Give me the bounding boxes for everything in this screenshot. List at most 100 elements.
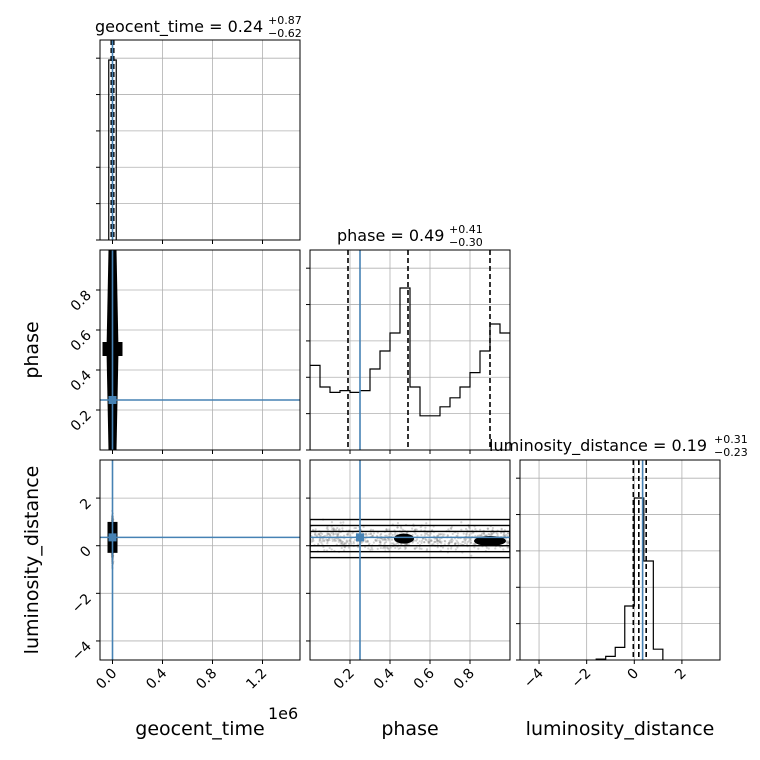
scatter-point: [415, 528, 418, 531]
scatter-point: [386, 546, 389, 549]
scatter-point: [378, 541, 381, 544]
scatter-point: [332, 533, 335, 536]
scatter-point: [334, 528, 338, 531]
panel-frame: [519, 459, 721, 661]
y-tick-label: 0.2: [68, 408, 95, 435]
scatter-point: [365, 532, 368, 536]
scatter-point: [413, 547, 416, 550]
panel-frame: [99, 459, 301, 661]
scatter-point: [332, 527, 335, 531]
panel-frame: [309, 459, 511, 661]
scatter-point: [423, 541, 426, 544]
scatter-point: [469, 541, 472, 544]
scatter-point: [407, 542, 411, 546]
scatter-point: [332, 531, 335, 534]
scatter-point: [450, 541, 454, 544]
scatter-point: [384, 534, 387, 537]
scatter-point: [449, 527, 452, 530]
title-phase-plus: +0.41: [449, 223, 483, 236]
scatter-point: [406, 532, 409, 535]
y-tick-label: −4: [69, 638, 95, 664]
panel-phase-vs-phase: [306, 249, 511, 454]
scatter-point: [347, 533, 350, 536]
x-tick-label: 0.8: [451, 666, 478, 693]
scatter-point: [363, 533, 367, 536]
scatter-point: [390, 542, 393, 545]
scatter-point: [443, 533, 446, 536]
scatter-point: [411, 533, 414, 537]
scatter-point: [356, 546, 360, 549]
scatter-point: [505, 541, 509, 544]
scatter-point: [312, 539, 315, 542]
ylabel-phase: phase: [21, 321, 43, 378]
scatter-point: [363, 545, 367, 549]
scatter-point: [342, 521, 345, 524]
scatter-point: [477, 547, 480, 550]
scatter-point: [470, 532, 473, 535]
scatter-point: [396, 526, 399, 529]
scatter-point: [450, 527, 453, 530]
scatter-point: [349, 534, 352, 537]
scatter-point: [490, 532, 493, 535]
scatter-point: [438, 541, 441, 544]
scatter-point: [447, 542, 451, 546]
scatter-point: [469, 541, 473, 544]
scatter-point: [425, 548, 429, 551]
scatter-point: [500, 527, 503, 530]
scatter-point: [474, 528, 477, 531]
scatter-point: [349, 539, 352, 543]
scatter-point: [454, 542, 457, 545]
scatter-point: [325, 538, 328, 541]
scatter-point: [318, 540, 321, 543]
scatter-point: [446, 547, 450, 550]
scatter-point: [328, 546, 331, 550]
scatter-point: [397, 547, 400, 550]
panel-phase-vs-luminosity_distance: 0.2 0.4 0.6 0.8: [306, 459, 511, 693]
scatter-point: [416, 542, 419, 545]
x-tick-label: 0.4: [371, 665, 398, 692]
scatter-point: [319, 531, 322, 534]
scatter-point: [338, 528, 341, 531]
scatter-point: [327, 538, 330, 542]
scatter-point: [433, 540, 436, 543]
scatter-point: [437, 540, 440, 543]
scatter-point: [322, 545, 325, 549]
x-tick-label: 0: [624, 666, 642, 684]
scatter-point: [427, 541, 430, 544]
density-core: [394, 533, 414, 544]
scatter-point: [340, 542, 344, 546]
scatter-point: [428, 540, 431, 543]
scatter-point: [330, 548, 333, 551]
scatter-point: [436, 534, 439, 537]
scatter-point: [346, 540, 349, 543]
histogram-phase: [310, 287, 510, 450]
ylabel-luminosity-distance: luminosity_distance: [21, 466, 43, 655]
scatter-point: [437, 533, 440, 536]
scatter-point: [366, 540, 369, 544]
scatter-point: [469, 539, 472, 542]
scatter-point: [482, 532, 485, 535]
scatter-point: [404, 546, 408, 549]
scatter-point: [419, 526, 422, 529]
scatter-point: [432, 543, 435, 546]
scatter-point: [483, 532, 486, 535]
scatter-point: [332, 528, 336, 532]
scatter-point: [423, 534, 426, 537]
scatter-point: [337, 538, 341, 542]
scatter-point: [427, 542, 430, 545]
scatter-point: [427, 538, 431, 541]
scatter-point: [379, 541, 382, 544]
scatter-point: [341, 527, 344, 530]
scatter-point: [465, 533, 468, 536]
scatter-point: [414, 547, 417, 550]
scatter-point: [467, 525, 471, 528]
contour-band: [310, 518, 510, 559]
scatter-point: [496, 532, 499, 535]
scatter-point: [448, 541, 451, 544]
scatter-point: [502, 548, 505, 551]
scatter-point: [374, 539, 377, 542]
scatter-point: [429, 532, 432, 535]
scatter-point: [425, 539, 428, 542]
scatter-point: [474, 543, 477, 546]
scatter-point: [341, 540, 344, 543]
